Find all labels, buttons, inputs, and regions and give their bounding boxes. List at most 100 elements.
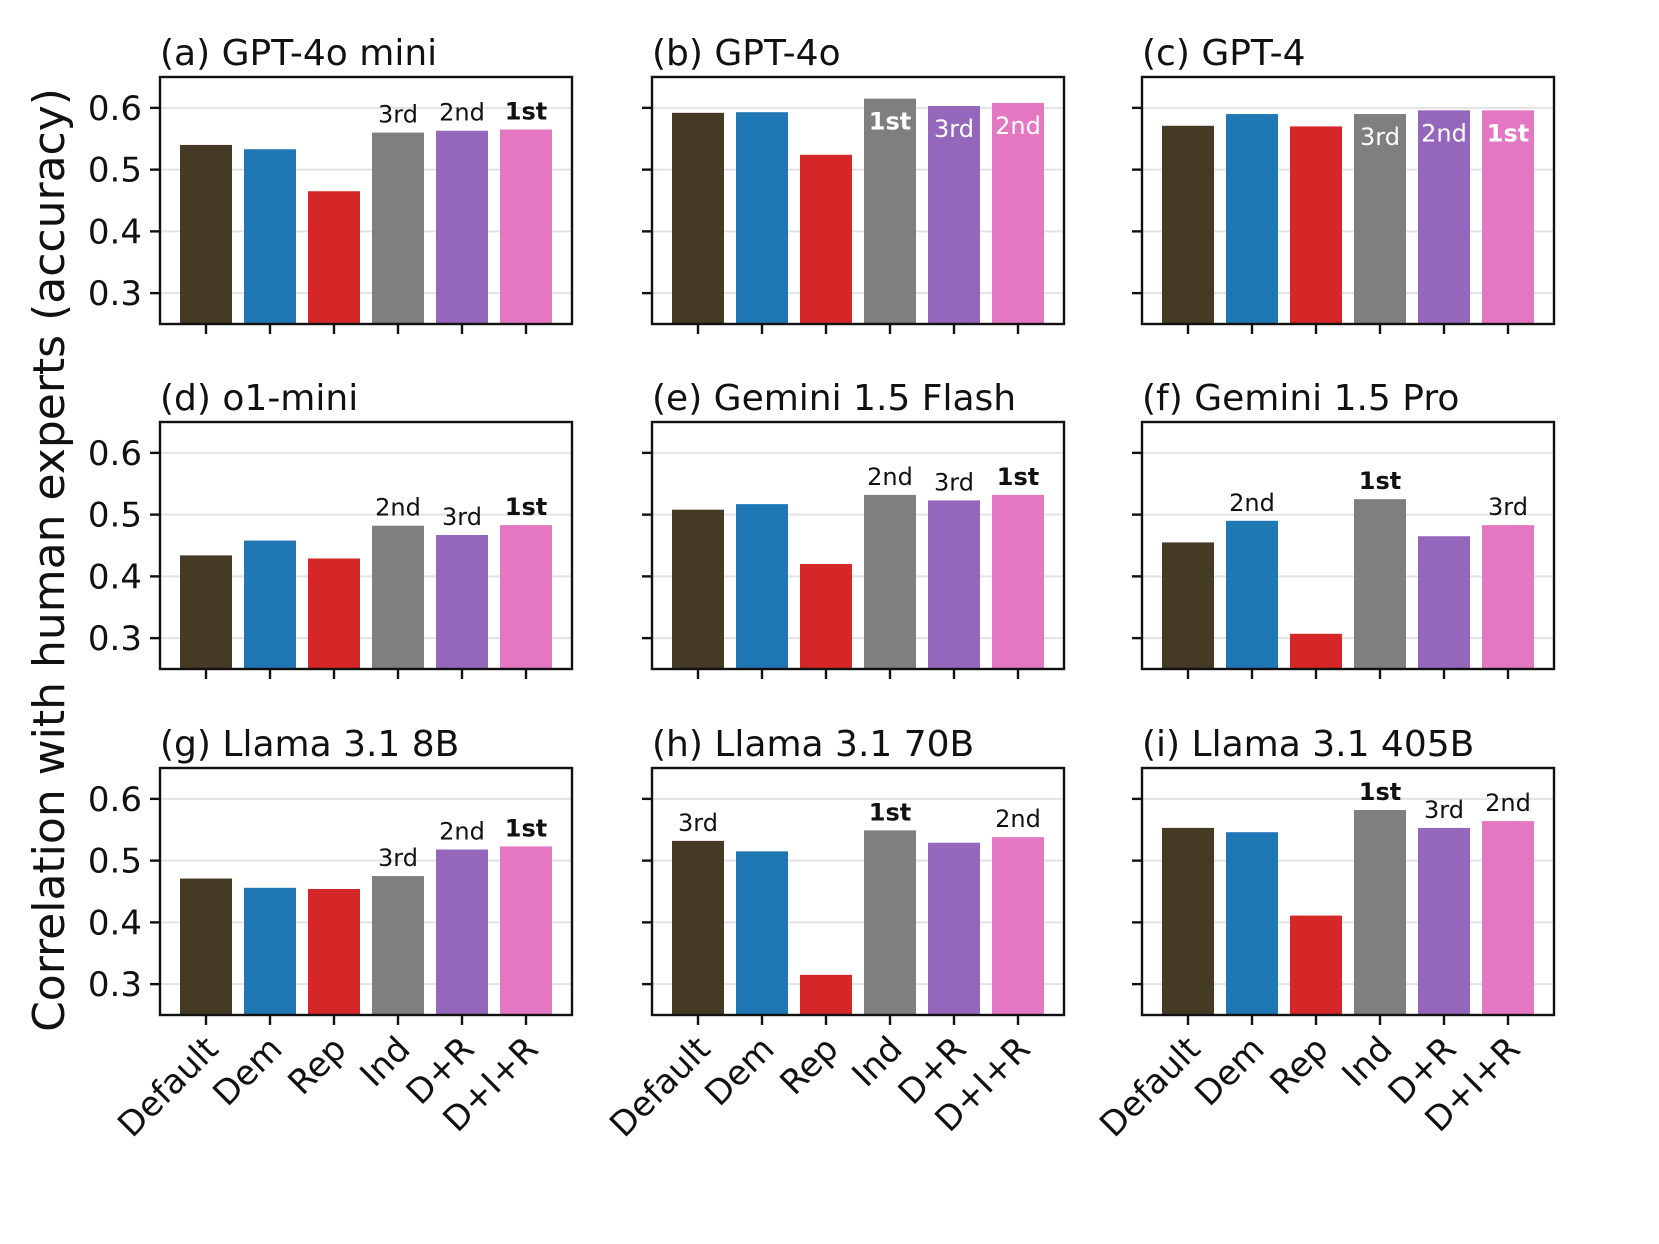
rank-label: 3rd: [378, 101, 418, 129]
bar-dem: [736, 851, 788, 1015]
panel-title: (d) o1-mini: [160, 378, 358, 419]
chart-panel: (i) Llama 3.1 405B 1st 3rd 2nd: [1132, 724, 1556, 1025]
bar-ind: [864, 830, 916, 1015]
rank-label: 1st: [869, 798, 911, 826]
panel-title: (f) Gemini 1.5 Pro: [1142, 378, 1459, 419]
bar-default: [1162, 125, 1214, 324]
bar-rep: [308, 889, 360, 1015]
bar-d-r: [928, 500, 980, 669]
axes-frame: [1140, 766, 1556, 1017]
rank-label: 1st: [505, 814, 547, 842]
rank-label: 3rd: [1488, 493, 1528, 521]
panel-title: (h) Llama 3.1 70B: [652, 724, 974, 765]
axes-frame: [650, 75, 1066, 326]
chart-panel: (d) o1-mini 2nd 3rd 1st 0.3 0.4 0.5 0.6: [88, 378, 574, 679]
rank-label: 1st: [1359, 778, 1401, 806]
rank-label: 2nd: [439, 818, 485, 846]
y-tick-label: 0.3: [88, 619, 142, 659]
rank-label: 3rd: [678, 809, 718, 837]
y-tick-label: 0.6: [88, 434, 142, 474]
bar-d-r: [928, 106, 980, 325]
panel-title: (g) Llama 3.1 8B: [160, 724, 459, 765]
bar-default: [672, 509, 724, 669]
bar-d-i-r: [500, 846, 552, 1015]
bar-default: [672, 112, 724, 324]
bar-ind: [1354, 114, 1406, 324]
y-tick-label: 0.6: [88, 780, 142, 820]
bar-d-i-r: [992, 494, 1044, 669]
rank-label: 2nd: [867, 463, 913, 491]
rank-label: 1st: [997, 463, 1039, 491]
rank-label: 3rd: [378, 844, 418, 872]
rank-label: 3rd: [1424, 796, 1464, 824]
bar-ind: [864, 98, 916, 324]
axes-frame: [650, 766, 1066, 1017]
y-tick-label: 0.5: [88, 151, 142, 191]
y-tick-label: 0.4: [88, 903, 142, 943]
y-tick-label: 0.5: [88, 842, 142, 882]
rank-label: 1st: [869, 108, 911, 136]
axes-frame: [158, 75, 574, 326]
chart-panel: (e) Gemini 1.5 Flash 2nd 3rd 1st: [642, 378, 1066, 679]
x-tick-label: Dem: [697, 1029, 782, 1114]
chart-panel: (g) Llama 3.1 8B 3rd 2nd 1st 0.3 0.4 0.5 0.6: [88, 724, 574, 1025]
bar-default: [180, 878, 232, 1015]
rank-label: 1st: [505, 493, 547, 521]
y-tick-label: 0.4: [88, 212, 142, 252]
rank-label: 1st: [1359, 467, 1401, 495]
bar-dem: [736, 112, 788, 324]
axes-frame: [1140, 420, 1556, 671]
bar-d-r: [1418, 536, 1470, 669]
y-tick-label: 0.3: [88, 274, 142, 314]
bar-rep: [1290, 126, 1342, 325]
bar-dem: [244, 887, 296, 1015]
bar-ind: [372, 132, 424, 324]
bar-default: [672, 840, 724, 1015]
rank-label: 2nd: [375, 494, 421, 522]
rank-label: 2nd: [1421, 119, 1467, 147]
rank-label: 1st: [505, 97, 547, 125]
bar-d-r: [1418, 110, 1470, 324]
panel-title: (i) Llama 3.1 405B: [1142, 724, 1474, 765]
rank-label: 3rd: [934, 468, 974, 496]
bar-rep: [308, 191, 360, 324]
bar-rep: [1290, 915, 1342, 1015]
chart-panel: (b) GPT-4o 1st 3rd 2nd: [642, 33, 1066, 334]
axes-frame: [158, 766, 574, 1017]
bar-d-r: [1418, 827, 1470, 1015]
bar-ind: [1354, 499, 1406, 669]
bar-dem: [1226, 520, 1278, 669]
bar-d-r: [436, 535, 488, 669]
bar-dem: [244, 540, 296, 669]
bar-dem: [1226, 832, 1278, 1015]
chart-panels: (a) GPT-4o mini 3rd 2nd 1st 0.3 0.4 0.5 0.6 (b) …: [88, 33, 1556, 1025]
y-tick-label: 0.3: [88, 965, 142, 1005]
bar-default: [180, 555, 232, 669]
bar-rep: [800, 564, 852, 669]
bar-dem: [736, 504, 788, 669]
bar-d-r: [928, 842, 980, 1015]
bar-d-i-r: [992, 102, 1044, 324]
x-tick-label: Rep: [280, 1029, 354, 1103]
rank-label: 2nd: [1485, 789, 1531, 817]
x-tick-label: Rep: [772, 1029, 846, 1103]
bar-d-i-r: [992, 837, 1044, 1015]
axes-frame: [1140, 75, 1556, 326]
bar-dem: [244, 149, 296, 324]
bar-rep: [308, 558, 360, 669]
bar-d-i-r: [1482, 821, 1534, 1015]
chart-panel: (c) GPT-4 3rd 2nd 1st: [1132, 33, 1556, 334]
chart-panel: (a) GPT-4o mini 3rd 2nd 1st 0.3 0.4 0.5 0.6: [88, 33, 574, 334]
bar-d-r: [436, 130, 488, 324]
bar-d-i-r: [500, 129, 552, 324]
axes-frame: [650, 420, 1066, 671]
bar-rep: [800, 154, 852, 324]
panel-title: (c) GPT-4: [1142, 33, 1306, 74]
bar-dem: [1226, 114, 1278, 324]
panel-title: (e) Gemini 1.5 Flash: [652, 378, 1016, 419]
bar-default: [1162, 542, 1214, 669]
bar-default: [180, 144, 232, 324]
chart-panel: (h) Llama 3.1 70B 3rd 1st 2nd: [642, 724, 1066, 1025]
